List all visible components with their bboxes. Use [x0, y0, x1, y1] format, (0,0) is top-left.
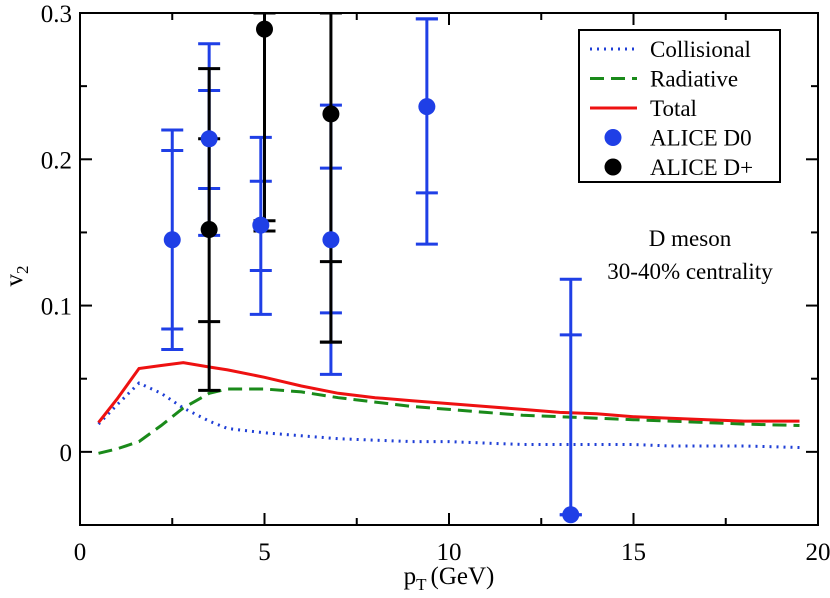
alice-d0-point [418, 98, 436, 116]
total-curve [97, 361, 800, 424]
legend-label-alice-d: ALICE D+ [650, 155, 753, 180]
y-tick-label: 0 [60, 440, 73, 467]
y-tick-label: 0.2 [41, 147, 72, 174]
legend: Collisional Radiative Total ALICE D0 ALICE D… [578, 29, 781, 183]
legend-label-alice-d0: ALICE D0 [650, 126, 752, 151]
alice-d0-point [562, 506, 580, 524]
x-axis-title-unit: (GeV) [431, 563, 495, 590]
alice-d-point [200, 221, 218, 239]
data-points [163, 20, 580, 524]
x-axis-title: pT (GeV) [404, 563, 495, 594]
legend-box [578, 29, 781, 183]
x-tick-label: 0 [74, 539, 87, 566]
axis-ticks: 0 5 10 15 20 0 0.1 0.2 0.3 [41, 1, 830, 566]
y-tick-label: 0.3 [41, 1, 72, 28]
alice-d-point [322, 105, 340, 123]
x-axis-title-sub: T [416, 575, 427, 594]
radiative-curve [98, 387, 800, 455]
annotation-centrality: 30-40% centrality [607, 259, 773, 284]
x-tick-label: 10 [437, 539, 462, 566]
legend-label-radiative: Radiative [650, 67, 738, 92]
x-tick-label: 15 [621, 539, 646, 566]
x-tick-label: 5 [258, 539, 271, 566]
alice-d-point [256, 20, 273, 38]
y-axis-title-sub: 2 [13, 266, 32, 275]
collisional-curve [97, 381, 800, 449]
x-axis-title-main: p [404, 563, 417, 590]
alice-d0-point [252, 216, 270, 234]
legend-swatch-alice-d [604, 158, 622, 176]
annotation-species: D meson [649, 226, 732, 251]
y-tick-label: 0.1 [41, 294, 72, 321]
alice-d0-point [200, 130, 218, 148]
legend-label-total: Total [650, 96, 697, 121]
legend-label-collisional: Collisional [650, 37, 751, 62]
y-axis-title: v2 [1, 266, 32, 287]
y-axis-title-main: v [1, 274, 28, 287]
alice-d0-point [163, 231, 181, 249]
alice-d0-point [322, 231, 340, 249]
x-tick-label: 20 [806, 539, 830, 566]
curves [97, 361, 800, 455]
legend-swatch-alice-d0 [604, 129, 622, 146]
